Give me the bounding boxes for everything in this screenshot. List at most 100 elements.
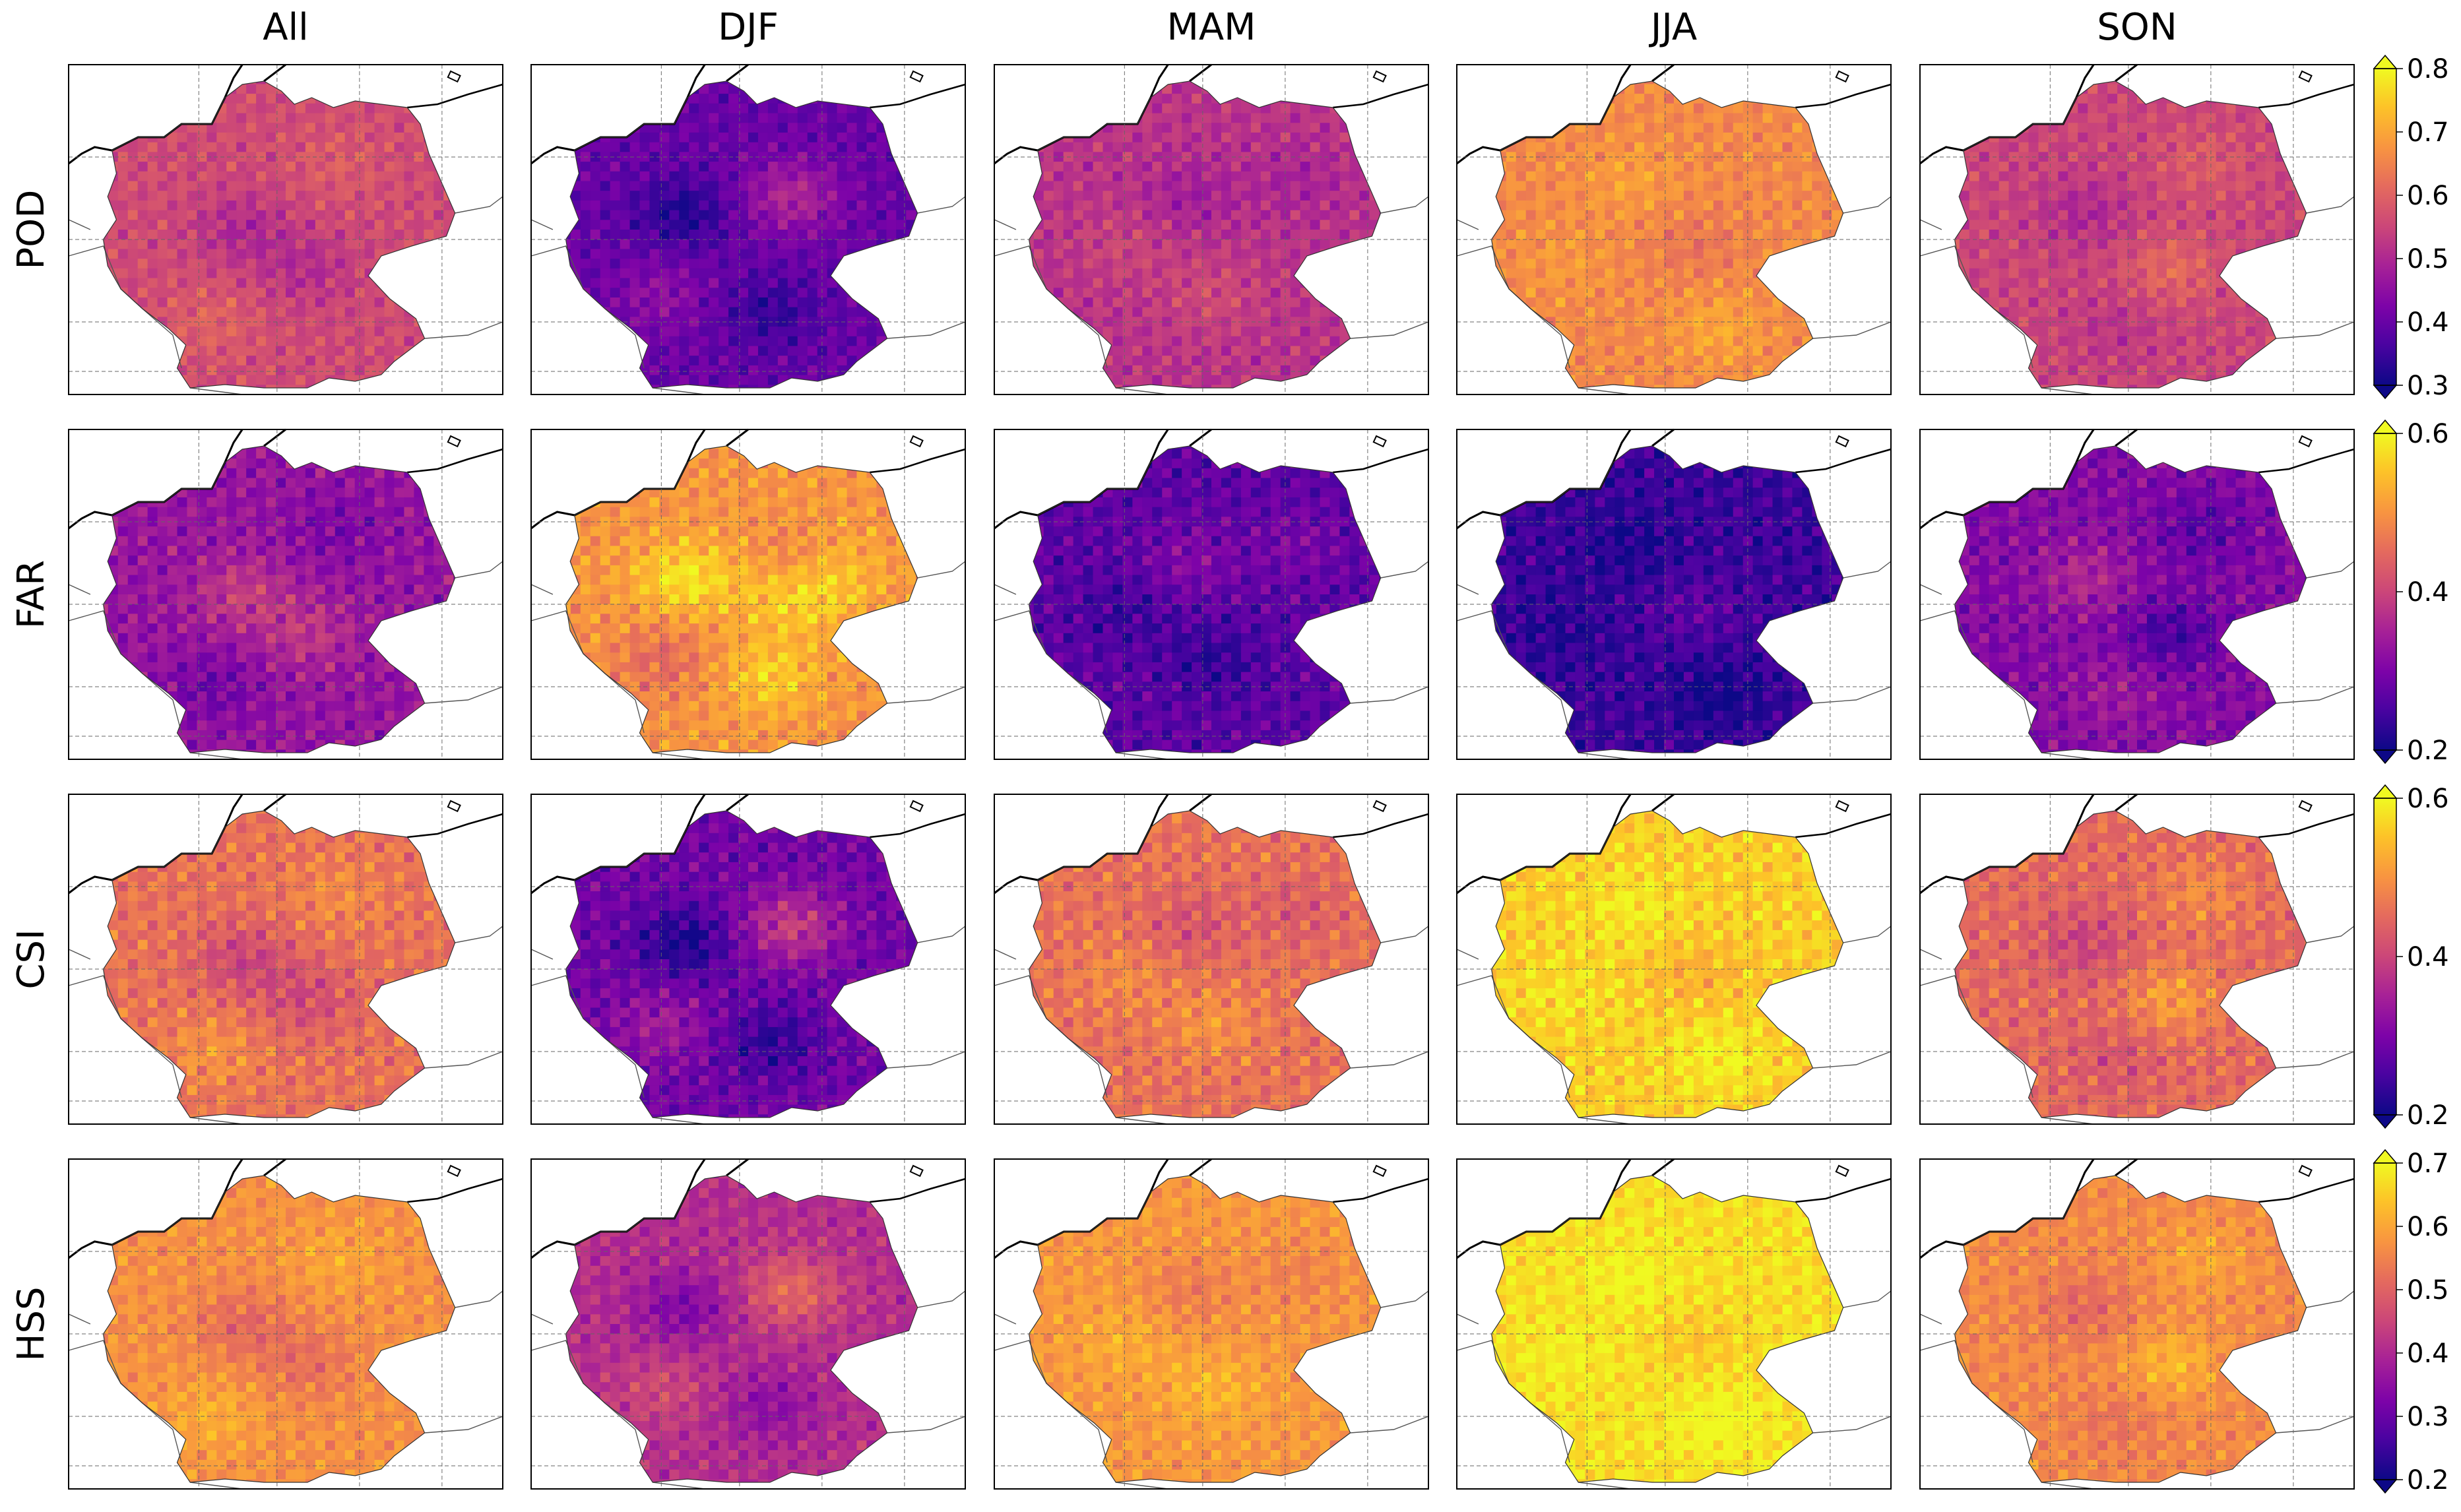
heat-cell — [866, 220, 877, 230]
heat-cell — [856, 162, 868, 172]
heat-cell — [1329, 317, 1340, 327]
heat-cell — [384, 220, 395, 230]
heat-cell — [364, 356, 375, 366]
heat-cell — [1240, 162, 1252, 172]
heat-cell — [1122, 191, 1133, 201]
heat-cell — [1192, 327, 1202, 337]
heat-cell — [797, 200, 808, 211]
heat-cell — [1192, 152, 1202, 162]
heat-cell — [1329, 113, 1340, 123]
heat-cell — [305, 268, 316, 279]
heat-cell — [827, 210, 838, 220]
heat-cell — [1132, 346, 1143, 356]
heat-cell — [1329, 132, 1340, 143]
heat-cell — [1280, 356, 1291, 366]
heat-cell — [886, 230, 897, 240]
heat-cell — [1270, 307, 1281, 317]
heat-cell — [777, 356, 788, 366]
heat-cell — [325, 132, 336, 143]
heat-cell — [1182, 297, 1192, 308]
heat-cell — [1033, 239, 1044, 250]
heat-cell — [335, 171, 346, 182]
heat-cell — [1152, 123, 1163, 133]
heat-cell — [906, 210, 916, 220]
heat-cell — [177, 132, 188, 143]
heat-cell — [1162, 210, 1172, 220]
heat-cell — [797, 249, 808, 259]
heat-cell — [187, 346, 197, 356]
heat-cell — [1300, 162, 1311, 172]
heat-cell — [256, 268, 267, 279]
heat-cell — [797, 307, 808, 317]
heat-cell — [1565, 132, 1576, 143]
heat-cell — [1525, 181, 1537, 191]
heat-cell — [1240, 346, 1252, 356]
heat-cell — [738, 288, 749, 298]
heat-cell — [197, 123, 207, 133]
heat-cell — [709, 307, 719, 317]
heat-cell — [1122, 162, 1133, 172]
heat-cell — [767, 230, 779, 240]
heat-cell — [1300, 307, 1311, 317]
heat-cell — [787, 191, 798, 201]
heat-cell — [728, 210, 739, 220]
heat-cell — [659, 307, 670, 317]
heat-cell — [384, 191, 395, 201]
heat-cell — [1112, 239, 1123, 250]
heat-cell — [1083, 249, 1094, 259]
heat-cell — [1112, 297, 1123, 308]
heat-cell — [639, 278, 651, 288]
heat-cell — [177, 220, 188, 230]
heat-cell — [256, 230, 267, 240]
heat-cell — [837, 103, 848, 114]
heat-cell — [1103, 307, 1114, 317]
heat-cell — [689, 123, 699, 133]
heat-cell — [777, 346, 788, 356]
heat-cell — [286, 220, 296, 230]
heat-cell — [1270, 191, 1281, 201]
heat-cell — [600, 297, 611, 308]
heat-cell — [1270, 356, 1281, 366]
island — [909, 70, 924, 83]
heat-cell — [1320, 171, 1331, 182]
heat-cell — [807, 327, 818, 337]
heat-cell — [1230, 336, 1242, 347]
heat-cell — [1535, 230, 1547, 240]
heat-cell — [600, 259, 611, 269]
heat-cell — [1043, 239, 1054, 250]
heat-cell — [748, 230, 759, 240]
heat-cell — [433, 230, 444, 240]
border-line — [1380, 196, 1429, 214]
heat-cell — [590, 249, 601, 259]
heat-cell — [1250, 113, 1262, 123]
heat-cell — [207, 249, 217, 259]
heat-cell — [1290, 142, 1301, 152]
heat-cell — [1192, 278, 1202, 288]
heat-cell — [827, 288, 838, 298]
heat-cell — [1221, 103, 1232, 114]
heat-cell — [256, 142, 267, 152]
heat-cell — [886, 210, 897, 220]
heat-cell — [659, 288, 670, 298]
heat-cell — [394, 307, 405, 317]
heat-cell — [137, 162, 148, 172]
heat-cell — [748, 356, 759, 366]
heat-cell — [699, 191, 709, 201]
heat-cell — [1112, 288, 1123, 298]
heat-cell — [738, 94, 749, 104]
heat-cell — [610, 200, 621, 211]
heat-cell — [1329, 171, 1340, 182]
heat-cell — [276, 297, 286, 308]
heat-cell — [364, 210, 375, 220]
heat-cell — [207, 288, 217, 298]
heat-cell — [286, 346, 296, 356]
heat-cell — [797, 220, 808, 230]
heat-cell — [1575, 239, 1585, 250]
heat-cell — [817, 171, 828, 182]
heat-cell — [1320, 113, 1331, 123]
heat-cell — [1516, 142, 1527, 152]
heat-cell — [629, 162, 641, 172]
heat-cell — [1093, 162, 1104, 172]
heat-cell — [757, 171, 769, 182]
